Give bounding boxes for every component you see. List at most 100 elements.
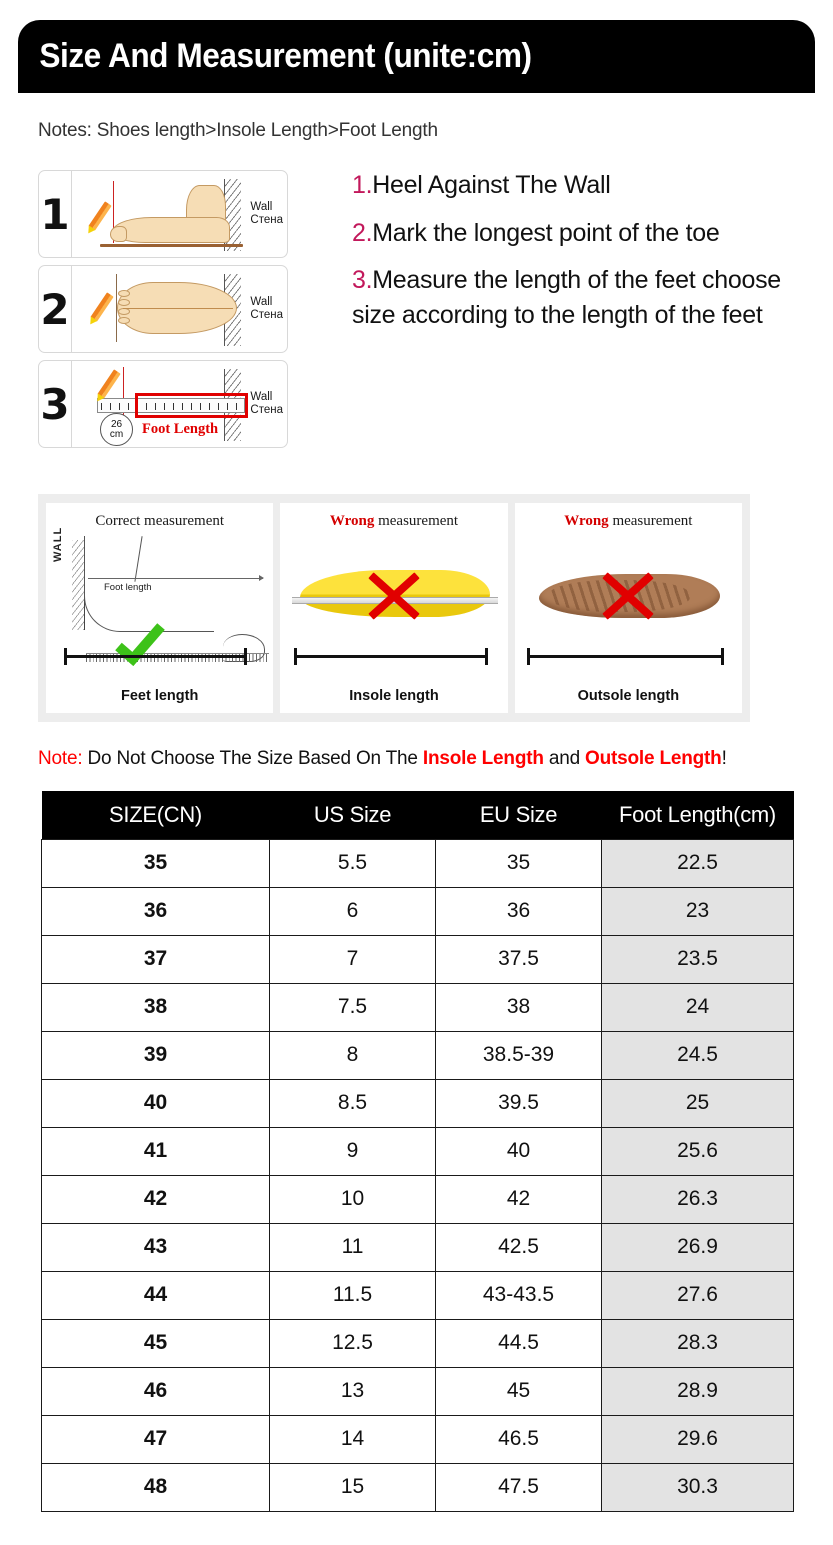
table-cell-us: 11.5 bbox=[269, 1270, 436, 1320]
table-cell-us: 6 bbox=[269, 886, 436, 936]
table-cell-cn: 40 bbox=[41, 1078, 270, 1128]
column-header-eu-size: EU Size bbox=[435, 791, 602, 839]
table-cell-eu: 35 bbox=[435, 838, 602, 888]
pencil-icon bbox=[97, 369, 121, 399]
step-number-3: 3 bbox=[39, 361, 72, 447]
table-cell-eu: 38.5-39 bbox=[435, 1030, 602, 1080]
comparison-panel-outsole: Wrong measurement Outsole length bbox=[514, 503, 742, 713]
table-cell-eu: 38 bbox=[435, 982, 602, 1032]
foot-top-view-icon bbox=[117, 282, 237, 334]
instruction-item-3: 3.Measure the length of the feet choose … bbox=[352, 263, 822, 332]
table-cell-cn: 42 bbox=[41, 1174, 270, 1224]
table-cell-eu: 36 bbox=[435, 886, 602, 936]
table-cell-fl: 22.5 bbox=[601, 838, 794, 888]
foot-length-highlight-box bbox=[135, 393, 248, 418]
table-cell-cn: 36 bbox=[41, 886, 270, 936]
comparison-panel-insole: Wrong measurement Insole length bbox=[280, 503, 508, 713]
warning-emphasis-insole: Insole Length bbox=[422, 748, 544, 769]
table-cell-fl: 27.6 bbox=[601, 1270, 794, 1320]
table-header-row: SIZE(CN) US Size EU Size Foot Length(cm) bbox=[41, 791, 794, 839]
step-number-1: 1 bbox=[39, 171, 72, 257]
table-cell-fl: 23 bbox=[601, 886, 794, 936]
comparison-title-suffix: measurement bbox=[608, 513, 693, 529]
outsole-measurement-illustration bbox=[515, 534, 742, 688]
instruction-text-3: Measure the length of the feet choose si… bbox=[352, 266, 781, 329]
table-cell-cn: 46 bbox=[41, 1366, 270, 1416]
instruction-number-2: 2. bbox=[352, 218, 373, 247]
measurement-steps-diagram: 1 Wall Стена 2 bbox=[38, 170, 288, 455]
table-row: 44 11.5 43-43.5 27.6 bbox=[41, 1270, 794, 1320]
instruction-text-1: Heel Against The Wall bbox=[372, 171, 611, 199]
instruction-item-2: 2.Mark the longest point of the toe bbox=[352, 216, 822, 251]
foot-side-view-icon bbox=[110, 185, 230, 243]
comparison-title-insole: Wrong measurement bbox=[330, 513, 458, 530]
table-row: 36 6 36 23 bbox=[41, 886, 794, 936]
table-cell-eu: 42.5 bbox=[435, 1222, 602, 1272]
table-cell-cn: 38 bbox=[41, 982, 270, 1032]
step-illustration-3: 26 cm Foot Length Wall Стена bbox=[72, 361, 287, 447]
table-cell-eu: 39.5 bbox=[435, 1078, 602, 1128]
instruction-list: 1.Heel Against The Wall 2.Mark the longe… bbox=[352, 168, 822, 345]
comparison-caption-correct: Feet length bbox=[120, 688, 199, 704]
page-title: Size And Measurement (unite:cm) bbox=[39, 37, 532, 75]
warning-note: Note: Do Not Choose The Size Based On Th… bbox=[38, 748, 727, 770]
comparison-title-prefix: Wrong bbox=[564, 513, 609, 529]
foot-length-inner-label: Foot length bbox=[104, 582, 152, 593]
wall-label-1: Wall Стена bbox=[250, 200, 283, 226]
table-cell-fl: 28.3 bbox=[601, 1318, 794, 1368]
step-box-1: 1 Wall Стена bbox=[38, 170, 288, 258]
table-cell-eu: 46.5 bbox=[435, 1414, 602, 1464]
red-x-icon bbox=[597, 564, 659, 626]
table-row: 39 8 38.5-39 24.5 bbox=[41, 1030, 794, 1080]
table-cell-cn: 48 bbox=[41, 1462, 270, 1512]
warning-text-3: ! bbox=[721, 748, 727, 769]
table-cell-eu: 45 bbox=[435, 1366, 602, 1416]
table-cell-us: 11 bbox=[269, 1222, 436, 1272]
table-cell-us: 9 bbox=[269, 1126, 436, 1176]
wall-text-label: WALL bbox=[52, 526, 64, 562]
table-cell-cn: 43 bbox=[41, 1222, 270, 1272]
foot-length-arrow bbox=[88, 575, 265, 581]
page-header-banner: Size And Measurement (unite:cm) bbox=[18, 20, 815, 93]
pencil-icon bbox=[88, 201, 112, 231]
table-cell-us: 12.5 bbox=[269, 1318, 436, 1368]
table-cell-fl: 24 bbox=[601, 982, 794, 1032]
table-cell-cn: 37 bbox=[41, 934, 270, 984]
table-cell-fl: 30.3 bbox=[601, 1462, 794, 1512]
comparison-title-prefix: Correct bbox=[95, 513, 141, 529]
table-row: 47 14 46.5 29.6 bbox=[41, 1414, 794, 1464]
correct-measurement-illustration: WALL Foot length bbox=[46, 527, 273, 688]
measure-span-bar bbox=[294, 648, 488, 665]
insole-measurement-illustration bbox=[280, 534, 507, 688]
column-header-size-cn: SIZE(CN) bbox=[41, 791, 270, 839]
comparison-title-correct: Correct measurement bbox=[95, 513, 224, 530]
table-cell-eu: 40 bbox=[435, 1126, 602, 1176]
table-row: 42 10 42 26.3 bbox=[41, 1174, 794, 1224]
table-cell-us: 8 bbox=[269, 1030, 436, 1080]
notes-line: Notes: Shoes length>Insole Length>Foot L… bbox=[38, 120, 438, 141]
table-cell-us: 13 bbox=[269, 1366, 436, 1416]
table-row: 40 8.5 39.5 25 bbox=[41, 1078, 794, 1128]
table-row: 38 7.5 38 24 bbox=[41, 982, 794, 1032]
table-cell-us: 7 bbox=[269, 934, 436, 984]
table-cell-cn: 39 bbox=[41, 1030, 270, 1080]
table-cell-cn: 41 bbox=[41, 1126, 270, 1176]
table-cell-us: 8.5 bbox=[269, 1078, 436, 1128]
table-cell-eu: 44.5 bbox=[435, 1318, 602, 1368]
warning-text-2: and bbox=[543, 748, 586, 769]
comparison-panel-correct: Correct measurement WALL Foot length Fee… bbox=[46, 503, 274, 713]
warning-text-1: Do Not Choose The Size Based On The bbox=[82, 748, 423, 769]
toe-marker-line bbox=[123, 367, 125, 421]
step-number-2: 2 bbox=[39, 266, 72, 352]
comparison-title-prefix: Wrong bbox=[329, 513, 375, 529]
table-row: 43 11 42.5 26.9 bbox=[41, 1222, 794, 1272]
leg-outline-icon bbox=[84, 536, 214, 632]
table-row: 41 9 40 25.6 bbox=[41, 1126, 794, 1176]
floor-line bbox=[100, 244, 243, 247]
table-cell-us: 14 bbox=[269, 1414, 436, 1464]
red-x-icon bbox=[363, 564, 425, 626]
table-row: 35 5.5 35 22.5 bbox=[41, 838, 794, 888]
comparison-title-suffix: measurement bbox=[374, 513, 459, 529]
ruler-icon bbox=[97, 398, 245, 413]
table-cell-cn: 35 bbox=[41, 838, 270, 888]
